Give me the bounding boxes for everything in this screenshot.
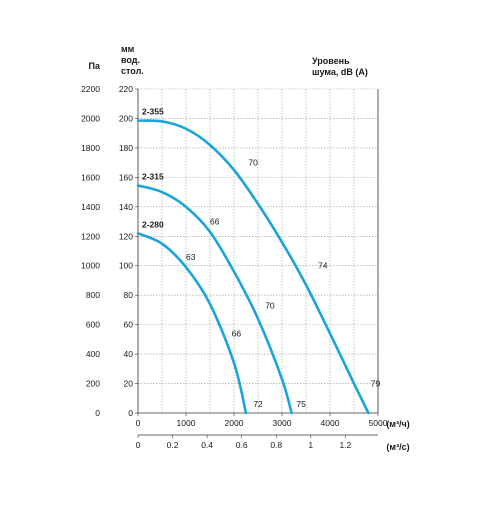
noise-level-label: 66	[232, 328, 242, 338]
y-tick-label-pa: 2000	[81, 113, 100, 123]
y-tick-label-pa: 1200	[81, 231, 100, 241]
y-tick-label-mm: 160	[119, 172, 133, 182]
grid	[138, 88, 378, 413]
y-axis-title-pa: Па	[89, 61, 101, 71]
x-tick-label-m3h: 1000	[177, 418, 196, 428]
x-tick-label-m3s: 0.6	[236, 440, 248, 450]
y-tick-label-mm: 80	[124, 290, 134, 300]
x-tick-label-m3s: 1	[308, 440, 313, 450]
y-tick-label-mm: 20	[124, 379, 134, 389]
curve-2-315	[136, 184, 293, 415]
curve-labels: 2-355 70 74 79 2-315 66 70 75 2-280 63 66 72	[142, 107, 381, 410]
y-tick-label-mm: 40	[124, 349, 134, 359]
curve-2-355	[136, 119, 370, 415]
y-tick-label-mm: 100	[119, 261, 133, 271]
y-tick-label-pa: 0	[95, 408, 100, 418]
y-tick-label-mm: 0	[128, 408, 133, 418]
noise-level-label: 66	[210, 217, 220, 227]
y-tick-label-pa: 400	[86, 349, 100, 359]
noise-level-label: 63	[186, 252, 196, 262]
y-tick-label-mm: 120	[119, 231, 133, 241]
x-tick-label-m3s: 1.2	[339, 440, 351, 450]
performance-curves	[136, 119, 370, 415]
noise-level-label: 72	[253, 399, 263, 409]
y-tick-label-pa: 1000	[81, 261, 100, 271]
y-tick-label-mm: 60	[124, 320, 134, 330]
y-tick-label-mm: 200	[119, 113, 133, 123]
curve-2-280	[136, 232, 248, 415]
x-tick-label-m3s: 0	[136, 440, 141, 450]
axes: 0020200404006060080800100100012012001401…	[81, 44, 410, 452]
x-tick-label-m3h: 4000	[321, 418, 340, 428]
noise-level-label: 75	[296, 399, 306, 409]
x-tick-label-m3h: 5000	[369, 418, 388, 428]
y-axis-title-mm: мм	[121, 44, 135, 54]
x-tick-label-m3s: 0.4	[201, 440, 213, 450]
noise-axis-title: Уровень	[312, 56, 350, 66]
series-label: 2-280	[142, 219, 164, 229]
y-tick-label-mm: 140	[119, 202, 133, 212]
noise-axis-title: шума, dB (A)	[312, 67, 368, 77]
y-tick-label-pa: 1800	[81, 143, 100, 153]
y-tick-label-pa: 1400	[81, 202, 100, 212]
x-tick-label-m3h: 2000	[225, 418, 244, 428]
x-tick-label-m3s: 0.8	[270, 440, 282, 450]
y-tick-label-pa: 200	[86, 379, 100, 389]
y-tick-label-pa: 800	[86, 290, 100, 300]
noise-level-label: 70	[248, 158, 258, 168]
x-axis-title-m3h: (м³/ч)	[386, 419, 409, 429]
x-axis-title-m3s: (м³/с)	[386, 442, 409, 452]
noise-level-label: 74	[318, 261, 328, 271]
y-tick-label-pa: 2200	[81, 84, 100, 94]
series-label: 2-315	[142, 171, 164, 181]
y-tick-label-mm: 220	[119, 84, 133, 94]
x-tick-label-m3s: 0.2	[167, 440, 179, 450]
y-tick-label-pa: 600	[86, 320, 100, 330]
y-axis-title-mm: стол.	[121, 66, 144, 76]
noise-level-label: 79	[371, 379, 381, 389]
y-tick-label-mm: 180	[119, 143, 133, 153]
noise-level-label: 70	[265, 300, 275, 310]
x-tick-label-m3h: 0	[136, 418, 141, 428]
x-tick-label-m3h: 3000	[273, 418, 292, 428]
series-label: 2-355	[142, 107, 164, 117]
y-axis-title-mm: вод.	[121, 55, 140, 65]
y-tick-label-pa: 1600	[81, 172, 100, 182]
